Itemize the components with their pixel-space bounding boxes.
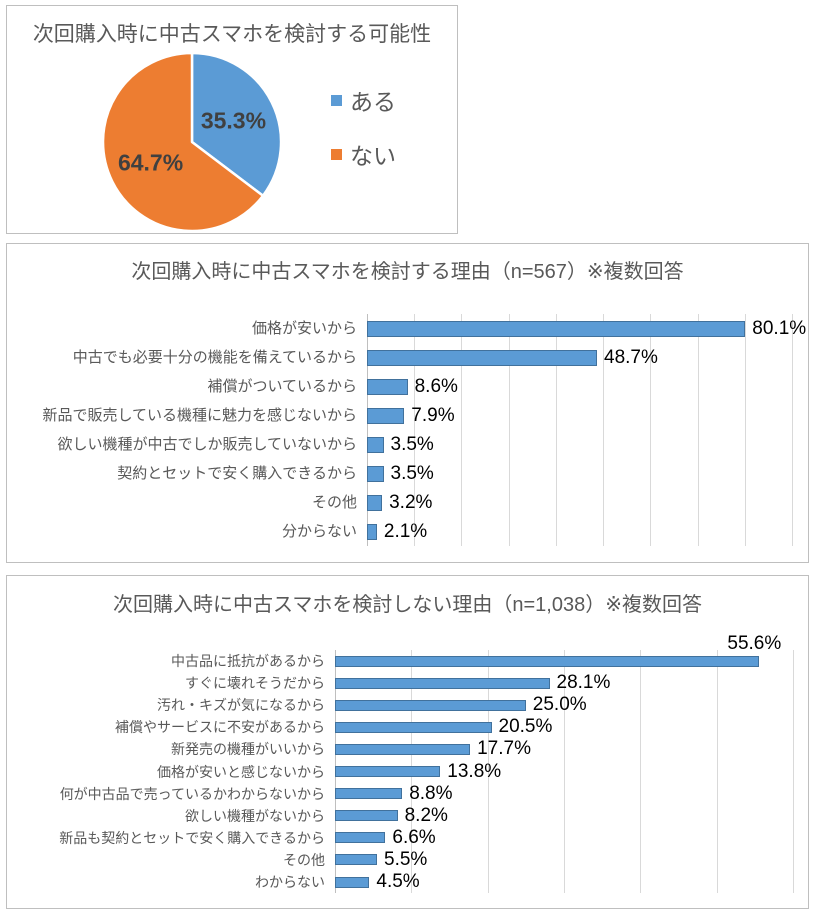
x-gridline <box>414 314 416 546</box>
bar-value-label: 3.5% <box>390 463 434 484</box>
bar-value-label: 55.6% <box>727 633 782 654</box>
pie-slice-value-label: 64.7% <box>117 149 184 176</box>
bar <box>335 677 550 689</box>
bar-value-label: 6.6% <box>392 826 436 848</box>
bar-chart-not-consider-title: 次回購入時に中古スマホを検討しない理由（n=1,038）※複数回答 <box>112 594 702 616</box>
category-label: 欲しい機種が中古でしか販売していないから <box>57 436 357 453</box>
legend-item: ない <box>331 141 396 169</box>
category-label: 何が中古品で売っているかわからないから <box>59 785 325 802</box>
x-gridline <box>555 314 557 546</box>
bar-value-label: 80.1% <box>752 318 807 339</box>
pie-chart <box>101 51 283 233</box>
bar <box>367 465 384 482</box>
x-gridline <box>487 650 489 893</box>
y-axis-line <box>367 314 368 546</box>
bar-value-label: 3.2% <box>389 492 433 513</box>
x-gridline <box>650 314 652 546</box>
bar-value-label: 25.0% <box>532 694 587 716</box>
pie-slice-1 <box>190 51 283 197</box>
category-label: すぐに壊れそうだから <box>185 675 325 692</box>
bar <box>335 743 471 755</box>
bar <box>367 320 746 337</box>
x-gridline <box>697 314 699 546</box>
category-label: わからない <box>255 873 325 890</box>
x-gridline <box>564 650 565 893</box>
legend-item: ある <box>331 87 396 115</box>
category-label: その他 <box>283 851 325 868</box>
bar <box>335 854 377 866</box>
category-label: 中古でも必要十分の機能を備えているから <box>72 349 357 366</box>
category-label: 補償やサービスに不安があるから <box>115 719 325 736</box>
category-label: 汚れ・キズが気になるから <box>157 697 325 714</box>
category-label: 価格が安いと感じないから <box>157 763 325 780</box>
bar <box>367 378 408 395</box>
bar-value-label: 13.8% <box>447 760 502 782</box>
category-label: 欲しい機種がないから <box>185 807 325 824</box>
bar <box>335 766 441 777</box>
bar <box>335 721 492 733</box>
x-gridline <box>716 650 718 893</box>
bar <box>335 699 526 711</box>
bar-value-label: 28.1% <box>556 672 611 694</box>
category-label: 新品で販売している機種に魅力を感じないから <box>42 407 357 424</box>
pie-chart-title: 次回購入時に中古スマホを検討する可能性 <box>32 23 432 46</box>
bar-value-label: 20.5% <box>498 716 553 738</box>
x-gridline <box>744 314 746 546</box>
bar <box>367 349 597 366</box>
category-label: 契約とセットで安く購入できるから <box>117 465 357 482</box>
bar-value-label: 48.7% <box>604 347 658 368</box>
x-gridline <box>461 314 463 546</box>
x-gridline <box>793 650 794 893</box>
x-gridline <box>508 314 510 546</box>
bar <box>367 523 377 540</box>
bar-value-label: 2.1% <box>383 521 428 542</box>
bar-value-label: 5.5% <box>384 848 428 870</box>
bar <box>367 407 405 424</box>
bar <box>335 832 386 844</box>
bar <box>335 655 760 667</box>
bar <box>335 788 403 800</box>
pie-slice-value-label: 35.3% <box>200 107 267 134</box>
bar <box>367 436 384 453</box>
bar-value-label: 4.5% <box>376 870 420 892</box>
category-label: 中古品に抵抗があるから <box>171 653 325 669</box>
legend-item-label: ある <box>350 89 396 115</box>
bar-value-label: 8.2% <box>404 804 448 826</box>
bar-chart-consider-panel: 次回購入時に中古スマホを検討する理由（n=567）※複数回答 価格が安いから 80… <box>6 243 809 563</box>
bar-value-label: 8.6% <box>414 376 458 397</box>
category-label: 分からない <box>281 523 357 540</box>
x-gridline <box>640 650 642 893</box>
x-gridline <box>603 314 605 546</box>
pie-legend: ある ない <box>331 87 396 195</box>
bar <box>335 810 398 822</box>
bar-chart-not-consider-panel: 次回購入時に中古スマホを検討しない理由（n=1,038）※複数回答 中古品に抵抗… <box>6 575 809 909</box>
x-gridline <box>792 314 793 546</box>
category-label: 補償がついているから <box>207 378 357 395</box>
bar-value-label: 3.5% <box>390 434 434 455</box>
category-label: 新発売の機種がいいから <box>171 741 325 758</box>
category-label: 新品も契約とセットで安く購入できるから <box>59 829 325 846</box>
legend-item-label: ない <box>350 143 396 169</box>
pie-chart-panel: 次回購入時に中古スマホを検討する可能性 あるない 35.3% 64.7% <box>6 5 458 234</box>
bar-value-label: 7.9% <box>411 405 455 426</box>
bar <box>335 876 370 888</box>
legend-swatch-icon <box>331 148 342 160</box>
bar-chart-consider-title: 次回購入時に中古スマホを検討する理由（n=567）※複数回答 <box>131 261 684 283</box>
bar-value-label: 17.7% <box>477 738 531 760</box>
bar <box>367 494 383 511</box>
category-label: その他 <box>311 494 357 511</box>
legend-swatch-icon <box>331 94 342 106</box>
category-label: 価格が安いから <box>251 320 357 337</box>
pie-slice-2 <box>101 51 265 233</box>
bar-value-label: 8.8% <box>409 782 453 804</box>
